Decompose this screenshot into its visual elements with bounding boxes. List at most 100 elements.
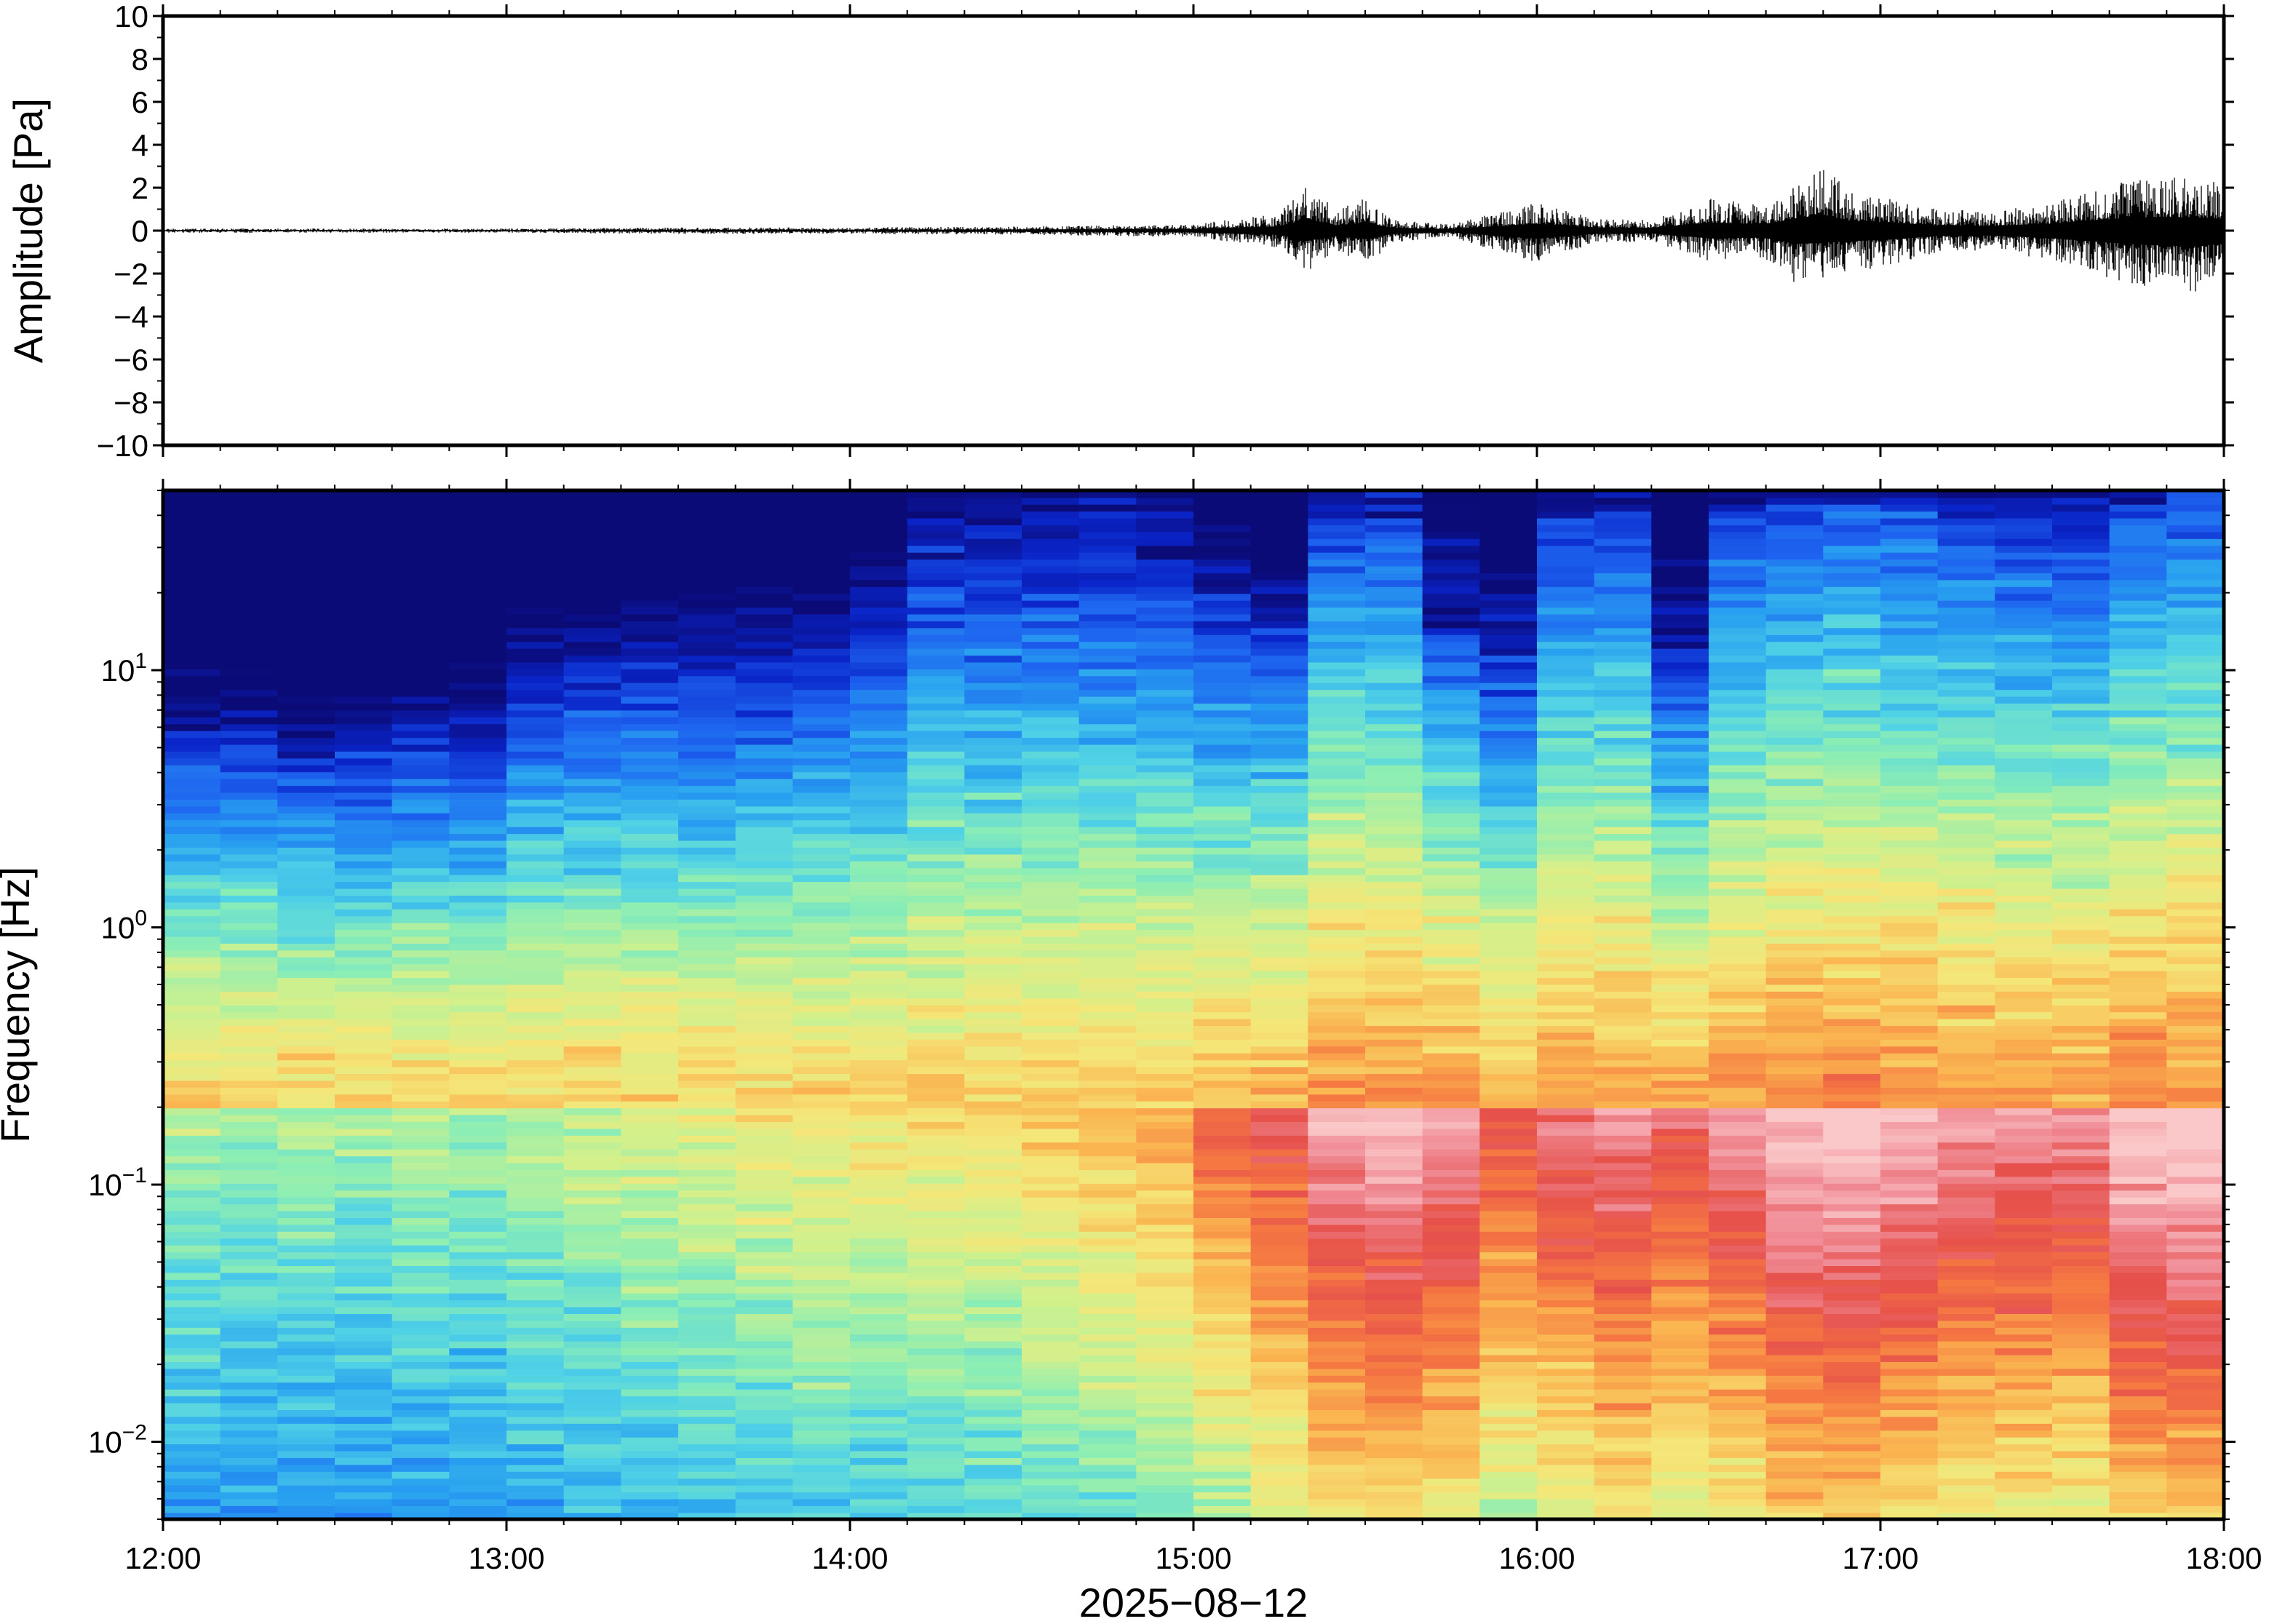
spectrogram-cell bbox=[1651, 1382, 1709, 1390]
spectrogram-cell bbox=[678, 1299, 736, 1307]
spectrogram-cell bbox=[907, 565, 966, 573]
spectrogram-cell bbox=[1365, 785, 1423, 793]
spectrogram-cell bbox=[1193, 1073, 1252, 1081]
spectrogram-cell bbox=[621, 1251, 679, 1259]
spectrogram-time-column bbox=[1308, 490, 1366, 1519]
spectrogram-cell bbox=[621, 737, 679, 745]
spectrogram-cell bbox=[792, 977, 851, 985]
spectrogram-cell bbox=[907, 1183, 966, 1191]
spectrogram-cell bbox=[1479, 943, 1538, 951]
spectrogram-cell bbox=[506, 525, 565, 533]
spectrogram-cell bbox=[1937, 1169, 1996, 1177]
spectrogram-cell bbox=[1594, 1292, 1653, 1301]
spectrogram-cell bbox=[1651, 840, 1709, 848]
spectrogram-cell bbox=[1078, 709, 1137, 717]
spectrogram-cell bbox=[163, 717, 221, 725]
spectrogram-cell bbox=[1136, 497, 1194, 505]
spectrogram-cell bbox=[850, 1299, 908, 1307]
spectrogram-cell bbox=[1479, 950, 1538, 958]
spectrogram-cell bbox=[1365, 607, 1423, 615]
spectrogram-cell bbox=[907, 792, 966, 800]
spectrogram-cell bbox=[1651, 1354, 1709, 1362]
spectrogram-cell bbox=[1193, 929, 1252, 937]
spectrogram-cell bbox=[1880, 1148, 1939, 1157]
spectrogram-cell bbox=[1823, 1265, 1881, 1273]
spectrogram-cell bbox=[1937, 490, 1996, 498]
spectrogram-cell bbox=[1250, 641, 1309, 649]
spectrogram-cell bbox=[1022, 1340, 1080, 1349]
spectrogram-cell bbox=[1823, 1471, 1881, 1479]
spectrogram-cell bbox=[678, 1334, 736, 1342]
spectrogram-cell bbox=[1651, 1464, 1709, 1472]
spectrogram-cell bbox=[621, 1505, 679, 1513]
spectrogram-cell bbox=[1823, 765, 1881, 773]
spectrogram-cell bbox=[1078, 1059, 1137, 1067]
spectrogram-cell bbox=[1594, 675, 1653, 683]
spectrogram-cell bbox=[1709, 881, 1767, 889]
spectrogram-cell bbox=[277, 696, 335, 704]
spectrogram-cell bbox=[1537, 1340, 1595, 1349]
spectrogram-cell bbox=[1823, 641, 1881, 649]
spectrogram-cell bbox=[1308, 984, 1366, 992]
spectrogram-cell bbox=[850, 689, 908, 697]
spectrogram-cell bbox=[220, 634, 279, 642]
spectrogram-cell bbox=[850, 1005, 908, 1013]
spectrogram-cell bbox=[850, 1334, 908, 1342]
spectrogram-cell bbox=[1765, 1498, 1824, 1506]
spectrogram-cell bbox=[1537, 1258, 1595, 1267]
spectrogram-cell bbox=[1765, 847, 1824, 855]
spectrogram-cell bbox=[1078, 1272, 1137, 1280]
spectrogram-cell bbox=[449, 936, 507, 944]
spectrogram-cell bbox=[1022, 998, 1080, 1006]
spectrogram-cell bbox=[1365, 977, 1423, 985]
spectrogram-cell bbox=[1709, 778, 1767, 787]
spectrogram-cell bbox=[449, 607, 507, 615]
spectrogram-cell bbox=[621, 847, 679, 855]
spectrogram-cell bbox=[1651, 1238, 1709, 1246]
spectrogram-cell bbox=[392, 1348, 450, 1356]
spectrogram-cell bbox=[277, 881, 335, 889]
spectrogram-cell bbox=[1709, 1025, 1767, 1033]
spectrogram-cell bbox=[1594, 1203, 1653, 1211]
spectrogram-cell bbox=[1422, 950, 1481, 958]
spectrogram-cell bbox=[449, 696, 507, 704]
spectrogram-cell bbox=[506, 957, 565, 965]
spectrogram-cell bbox=[1880, 881, 1939, 889]
spectrogram-cell bbox=[220, 813, 279, 821]
spectrogram-cell bbox=[392, 1505, 450, 1513]
spectrogram-cell bbox=[563, 901, 622, 909]
spectrogram-cell bbox=[1365, 840, 1423, 848]
spectrogram-cell bbox=[392, 771, 450, 779]
spectrogram-cell bbox=[1422, 1046, 1481, 1054]
spectrogram-cell bbox=[1365, 1258, 1423, 1267]
spectrogram-cell bbox=[907, 600, 966, 608]
spectrogram-cell bbox=[1594, 950, 1653, 958]
spectrogram-cell bbox=[735, 634, 794, 642]
spectrogram-cell bbox=[1136, 895, 1194, 903]
spectrogram-cell bbox=[678, 586, 736, 594]
spectrogram-cell bbox=[850, 1492, 908, 1500]
spectrogram-cell bbox=[1937, 1464, 1996, 1472]
spectrogram-cell bbox=[1422, 531, 1481, 539]
spectrogram-cell bbox=[850, 1402, 908, 1410]
spectrogram-cell bbox=[1651, 641, 1709, 649]
spectrogram-cell bbox=[506, 963, 565, 971]
spectrogram-cell bbox=[506, 1327, 565, 1335]
spectrogram-cell bbox=[392, 1320, 450, 1328]
spectrogram-cell bbox=[1651, 901, 1709, 909]
spectrogram-cell bbox=[1136, 1484, 1194, 1493]
spectrogram-cell bbox=[163, 1231, 221, 1239]
spectrogram-cell bbox=[1937, 497, 1996, 505]
spectrogram-cell bbox=[1479, 1272, 1538, 1280]
spectrogram-cell bbox=[621, 490, 679, 498]
spectrogram-cell bbox=[1937, 1046, 1996, 1054]
spectrogram-cell bbox=[335, 1361, 393, 1369]
spectrogram-cell bbox=[1709, 1348, 1767, 1356]
spectrogram-cell bbox=[1594, 1348, 1653, 1356]
spectrogram-cell bbox=[1594, 565, 1653, 573]
spectrogram-cell bbox=[1765, 1032, 1824, 1040]
spectrogram-cell bbox=[506, 1135, 565, 1143]
spectrogram-cell bbox=[1709, 1258, 1767, 1267]
spectrogram-cell bbox=[1422, 1087, 1481, 1095]
spectrogram-cell bbox=[1823, 655, 1881, 663]
